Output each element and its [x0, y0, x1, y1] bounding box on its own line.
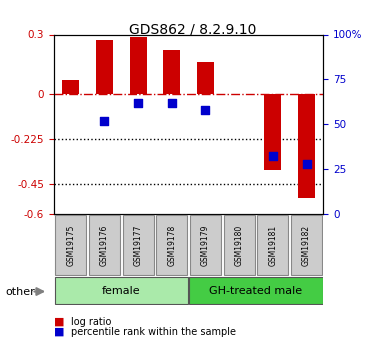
FancyBboxPatch shape — [224, 215, 255, 275]
Point — [169, 100, 175, 106]
Text: female: female — [102, 286, 141, 296]
FancyBboxPatch shape — [55, 215, 86, 275]
Point — [270, 154, 276, 159]
Bar — [264, 94, 281, 170]
Bar — [163, 50, 180, 94]
Bar — [130, 38, 147, 94]
Text: GSM19177: GSM19177 — [134, 224, 142, 266]
Text: other: other — [6, 287, 35, 296]
Bar — [197, 62, 214, 94]
Text: GSM19179: GSM19179 — [201, 224, 210, 266]
Text: GSM19176: GSM19176 — [100, 224, 109, 266]
FancyBboxPatch shape — [156, 215, 187, 275]
Point — [101, 118, 107, 124]
FancyBboxPatch shape — [291, 215, 322, 275]
Bar — [96, 40, 113, 94]
FancyBboxPatch shape — [190, 215, 221, 275]
Text: GSM19182: GSM19182 — [302, 224, 311, 266]
Text: GSM19181: GSM19181 — [268, 224, 277, 266]
Text: percentile rank within the sample: percentile rank within the sample — [71, 327, 236, 337]
Text: GH-treated male: GH-treated male — [209, 286, 303, 296]
Point — [203, 107, 209, 112]
Point — [135, 100, 141, 106]
FancyBboxPatch shape — [189, 277, 323, 304]
FancyBboxPatch shape — [122, 215, 154, 275]
Point — [303, 161, 310, 166]
Text: ■: ■ — [54, 327, 64, 337]
Bar — [298, 94, 315, 198]
Text: GSM19180: GSM19180 — [235, 224, 244, 266]
FancyBboxPatch shape — [89, 215, 120, 275]
FancyBboxPatch shape — [55, 277, 188, 304]
Text: log ratio: log ratio — [71, 317, 112, 326]
Text: GSM19175: GSM19175 — [66, 224, 75, 266]
Text: GDS862 / 8.2.9.10: GDS862 / 8.2.9.10 — [129, 22, 256, 37]
Bar — [62, 80, 79, 94]
FancyBboxPatch shape — [257, 215, 288, 275]
Text: GSM19178: GSM19178 — [167, 224, 176, 266]
Text: ■: ■ — [54, 317, 64, 326]
